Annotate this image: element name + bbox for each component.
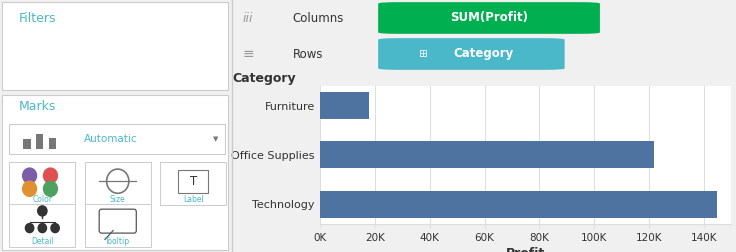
Circle shape xyxy=(38,206,47,216)
Circle shape xyxy=(43,168,57,183)
Text: Marks: Marks xyxy=(18,100,56,113)
Text: T: T xyxy=(189,175,197,188)
Text: Category: Category xyxy=(232,72,296,85)
FancyBboxPatch shape xyxy=(49,138,56,149)
FancyBboxPatch shape xyxy=(10,204,75,247)
FancyBboxPatch shape xyxy=(10,124,225,154)
FancyBboxPatch shape xyxy=(36,134,43,149)
Circle shape xyxy=(38,224,46,233)
FancyBboxPatch shape xyxy=(10,162,75,205)
Text: Size: Size xyxy=(110,195,126,204)
FancyBboxPatch shape xyxy=(85,162,151,205)
FancyBboxPatch shape xyxy=(24,139,31,149)
Bar xyxy=(320,191,718,217)
Text: iii: iii xyxy=(242,12,252,24)
Text: ▼: ▼ xyxy=(213,136,219,142)
FancyBboxPatch shape xyxy=(378,38,565,70)
Text: Detail: Detail xyxy=(31,237,54,246)
Text: Columns: Columns xyxy=(292,12,344,24)
Text: Filters: Filters xyxy=(18,12,56,25)
FancyBboxPatch shape xyxy=(160,162,226,205)
FancyBboxPatch shape xyxy=(85,204,151,247)
Text: Rows: Rows xyxy=(292,47,323,60)
FancyBboxPatch shape xyxy=(378,2,600,34)
Text: Category: Category xyxy=(454,47,514,60)
Circle shape xyxy=(26,224,34,233)
FancyBboxPatch shape xyxy=(2,95,228,250)
Text: Automatic: Automatic xyxy=(83,134,137,144)
Circle shape xyxy=(51,224,60,233)
Text: SUM(Profit): SUM(Profit) xyxy=(450,12,528,24)
Bar xyxy=(320,92,369,119)
FancyBboxPatch shape xyxy=(2,2,228,90)
Circle shape xyxy=(23,181,37,196)
Text: Color: Color xyxy=(32,195,52,204)
Bar xyxy=(320,141,654,169)
Circle shape xyxy=(43,181,57,196)
Text: ≡: ≡ xyxy=(242,47,254,61)
Circle shape xyxy=(23,168,37,183)
Text: Label: Label xyxy=(183,195,204,204)
Text: Tooltip: Tooltip xyxy=(105,237,130,246)
X-axis label: Profit: Profit xyxy=(506,247,545,252)
Text: ⊞: ⊞ xyxy=(419,49,427,59)
